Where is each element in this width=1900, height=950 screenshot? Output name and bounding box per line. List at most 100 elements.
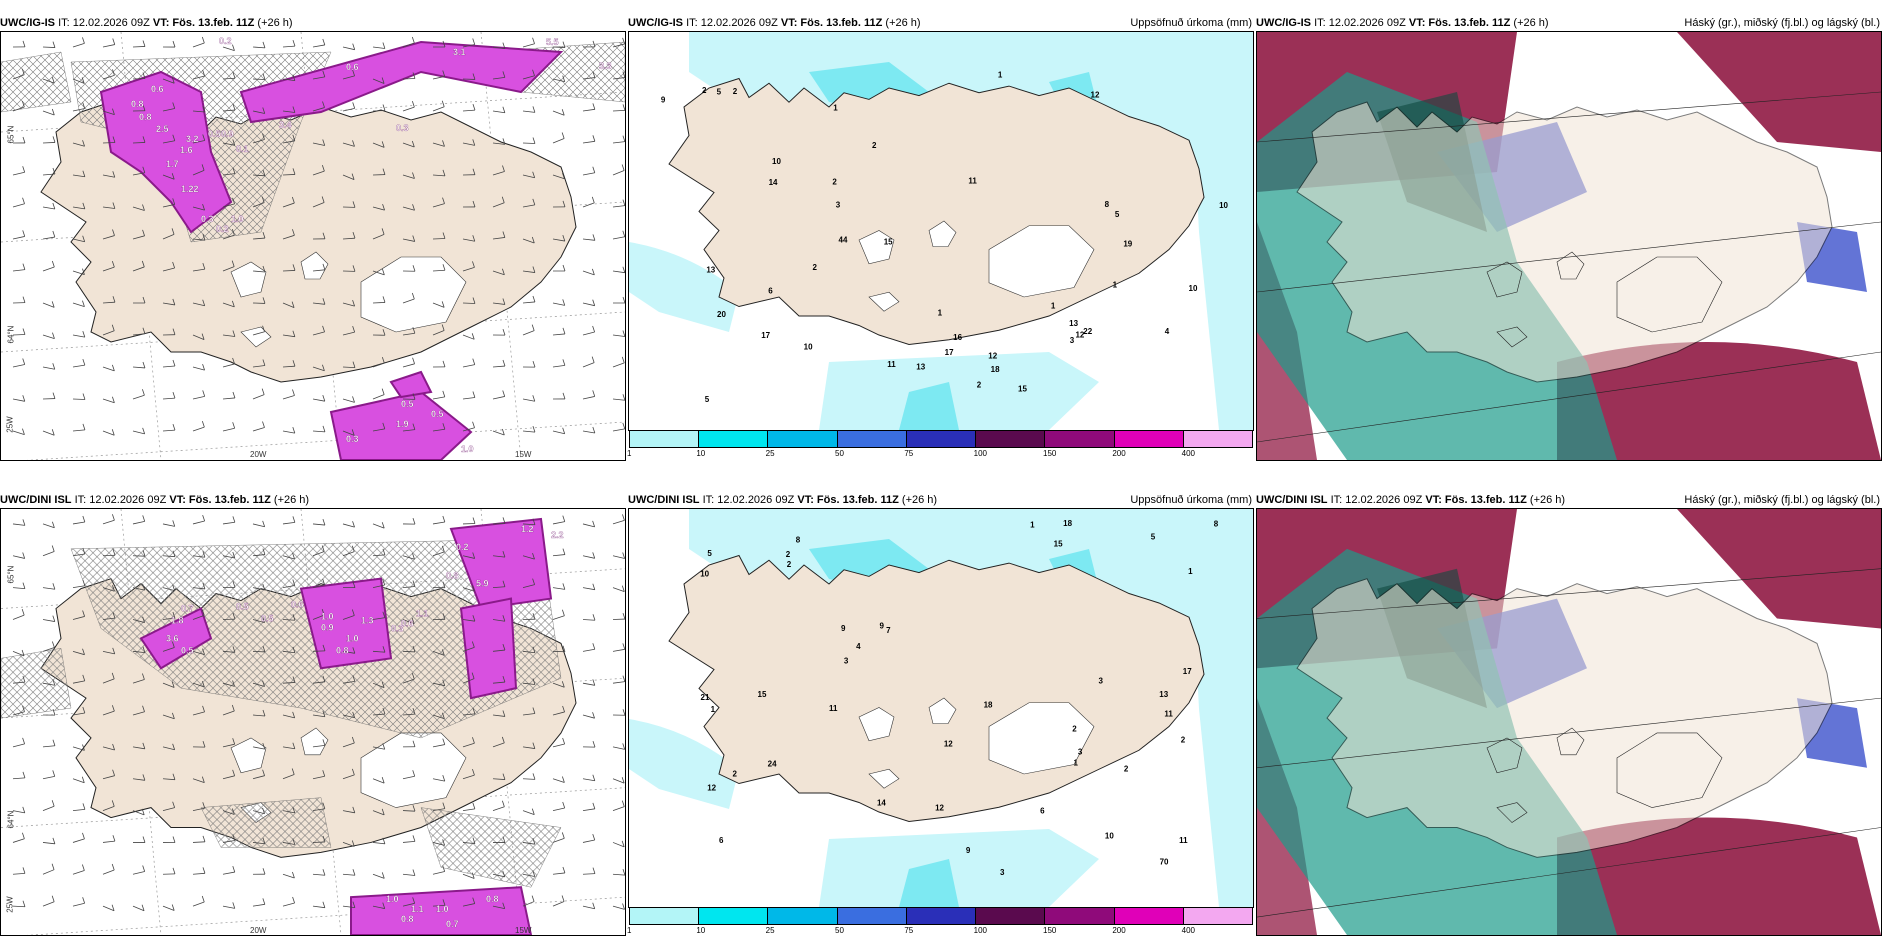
wind-barb — [12, 867, 26, 875]
precip-value-label: 3.3 — [599, 61, 612, 71]
colorbar-tick: 50 — [835, 926, 844, 935]
wind-barb — [282, 552, 295, 560]
precip-value-label: 11 — [968, 177, 977, 186]
wind-barb — [72, 897, 86, 907]
precip-value-label: 1 — [833, 104, 838, 113]
precip-value-label: 0.3 — [346, 434, 359, 444]
wind-barb — [312, 364, 325, 372]
precip-value-label: 6 — [1040, 807, 1045, 816]
wind-barb — [552, 327, 566, 336]
precip-value-label: 2 — [1072, 724, 1077, 733]
glacier — [300, 727, 329, 756]
wind-barb — [192, 776, 205, 784]
precip-value-label: 0.6 — [151, 84, 164, 94]
wind-barb — [132, 327, 146, 336]
wind-barb — [42, 41, 56, 48]
wind-barb — [162, 904, 175, 911]
iceland-land — [1296, 578, 1833, 858]
wind-barb — [162, 40, 176, 48]
wind-barb — [582, 356, 595, 368]
colorbar-segment — [768, 908, 838, 924]
wind-barb — [132, 836, 146, 843]
wind-barb — [492, 615, 506, 622]
wind-barb — [552, 705, 565, 716]
precip-value-label: 3.6 — [166, 633, 179, 643]
precip-value-label: 0.8 — [131, 99, 144, 109]
wind-barb — [102, 229, 115, 240]
wind-barb — [492, 329, 506, 336]
wind-barb — [192, 234, 206, 241]
precip-value-label: 0.8 — [336, 645, 349, 655]
precip-value-label: 1.22 — [181, 184, 199, 194]
precip-value-label: 1 — [998, 71, 1003, 80]
wind-barb — [342, 102, 356, 112]
wind-barb — [342, 140, 355, 147]
wind-barb — [552, 548, 566, 557]
wind-barb — [12, 832, 25, 843]
wind-barb — [72, 202, 86, 210]
wind-barb — [402, 172, 415, 179]
wind-barb — [222, 167, 236, 176]
wind-barb — [522, 553, 535, 560]
precip-value-label: 1.0 — [386, 894, 399, 904]
precip-value-label: 15 — [1054, 539, 1063, 548]
wind-barb — [342, 806, 356, 814]
wind-barb — [492, 196, 505, 208]
wind-barb — [612, 800, 625, 811]
wind-barb — [222, 228, 235, 240]
wind-barb — [162, 801, 176, 811]
wind-barb — [102, 364, 115, 372]
wind-barb — [582, 679, 596, 686]
wind-barb — [312, 518, 326, 526]
precip-value-label: 5.9 — [476, 579, 489, 589]
wind-barb — [402, 292, 415, 304]
wind-barb — [492, 550, 506, 558]
cloud-map — [1256, 31, 1882, 461]
precip-value-label: 0.9 — [221, 129, 234, 139]
wind-barb — [72, 77, 85, 84]
precip-value-label: 14 — [877, 798, 886, 807]
wind-barb — [372, 422, 386, 432]
precip-value-label: 0.5 — [431, 409, 444, 419]
precip-value-label: 1.6 — [180, 145, 193, 155]
wind-barb — [72, 268, 85, 275]
wind-barb — [552, 866, 566, 875]
wind-barb — [162, 328, 176, 336]
wind-barb — [222, 834, 236, 843]
wind-barb — [432, 301, 445, 308]
precip-value-label: 0.5 — [208, 129, 221, 139]
precip-value-label: 3.2 — [186, 134, 199, 144]
wind-barb — [372, 141, 385, 148]
wind-barb — [462, 872, 475, 879]
glacier — [1616, 732, 1723, 808]
precip-value-label: 2 — [977, 381, 982, 390]
wind-barb — [222, 680, 235, 687]
wind-barb — [432, 738, 446, 748]
wind-barb — [612, 330, 625, 337]
precip-area-mid — [899, 382, 959, 430]
precip-value-label: 7 — [886, 626, 891, 635]
wind-barb — [492, 902, 506, 910]
wind-barb — [252, 769, 265, 780]
wind-barb — [132, 742, 146, 750]
wind-barb — [252, 297, 266, 304]
colorbar-segment — [699, 431, 769, 447]
wind-barb — [462, 261, 475, 272]
graticule-line — [1257, 91, 1881, 143]
wind-barb — [462, 802, 476, 811]
wind-barb — [342, 901, 356, 909]
glacier — [1486, 261, 1523, 298]
precip-value-label: 18 — [1063, 519, 1072, 528]
wind-barb — [42, 800, 55, 811]
wind-barb — [312, 298, 326, 305]
wind-barb — [342, 232, 356, 240]
colorbar-segment — [837, 908, 907, 924]
wind-barb — [552, 109, 565, 116]
wind-barb — [522, 808, 535, 816]
wind-barb — [192, 835, 206, 843]
precip-value-label: 16 — [953, 333, 962, 342]
wind-barb — [552, 75, 566, 82]
wind-barb — [42, 202, 56, 210]
precip-value-label: 0.8 — [486, 894, 499, 904]
wind-barb — [432, 712, 445, 720]
